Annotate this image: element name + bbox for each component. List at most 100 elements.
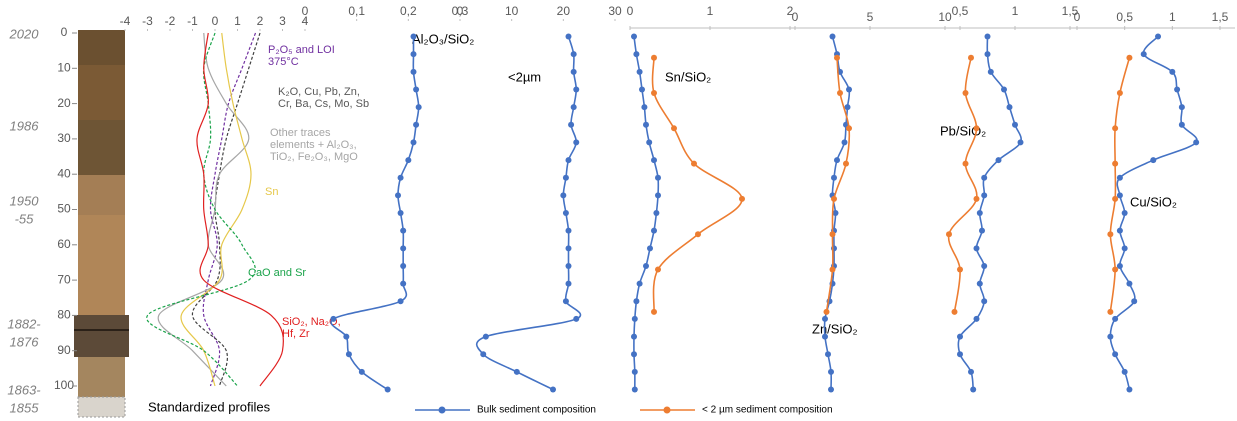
data-point (962, 90, 969, 97)
y-tick-label: 40 (57, 166, 71, 180)
data-point (1112, 125, 1119, 132)
data-point (573, 315, 580, 322)
data-point (1150, 157, 1157, 164)
profile-line (191, 32, 261, 387)
data-point (1006, 104, 1013, 111)
data-point (844, 104, 851, 111)
date-label: 1876 (10, 334, 40, 349)
data-point (829, 231, 836, 238)
date-label: 2020 (9, 26, 40, 41)
data-point (405, 157, 412, 164)
data-point (1116, 192, 1123, 199)
x-tick-label: 1 (707, 4, 714, 18)
data-point (1178, 121, 1185, 128)
data-point (957, 333, 963, 340)
data-point (384, 386, 391, 393)
data-point (822, 315, 828, 322)
x-tick-label: 1,5 (1062, 4, 1079, 18)
data-point (831, 195, 837, 202)
data-point (573, 86, 580, 93)
data-point (565, 227, 572, 234)
data-point (631, 386, 638, 393)
x-tick-label: 2 (257, 14, 264, 28)
data-point (400, 245, 407, 252)
x-tick-label: 0 (627, 4, 634, 18)
data-point (1112, 315, 1119, 322)
data-point (397, 298, 404, 305)
data-point (400, 262, 407, 269)
data-point (1112, 195, 1119, 202)
data-point (981, 298, 988, 305)
data-point (565, 245, 572, 252)
data-point (570, 68, 577, 75)
data-point (822, 333, 828, 340)
data-point (834, 54, 840, 61)
data-point (565, 262, 572, 269)
panel-title: Sn/SiO₂ (665, 69, 711, 84)
data-point (1131, 298, 1138, 305)
data-point (410, 68, 417, 75)
data-point (671, 125, 677, 132)
x-tick-label: 2 (787, 4, 794, 18)
data-point (1112, 160, 1119, 167)
data-point (739, 195, 745, 202)
data-point (831, 174, 837, 181)
panel-title: Pb/SiO₂ (940, 123, 986, 138)
data-point (1174, 86, 1181, 93)
data-point (636, 68, 643, 75)
data-point (829, 33, 836, 40)
data-point (1116, 174, 1123, 181)
data-point (565, 280, 572, 287)
x-tick-label: 0 (212, 14, 219, 28)
data-point (415, 104, 422, 111)
data-point (1155, 33, 1162, 40)
data-point (957, 266, 963, 273)
data-point (633, 51, 640, 58)
data-point (651, 90, 657, 97)
annotation: CaO and Sr (248, 267, 306, 279)
annotation: Other traces (270, 127, 331, 139)
data-point (655, 192, 661, 199)
panel-title: Cu/SiO₂ (1130, 194, 1177, 209)
y-tick-label: 70 (57, 272, 71, 286)
data-point (397, 174, 404, 181)
data-point (834, 157, 840, 164)
data-point (343, 333, 350, 340)
data-point (643, 262, 649, 269)
data-point (837, 90, 843, 97)
data-point (1140, 51, 1147, 58)
data-point (631, 333, 637, 340)
data-point (828, 368, 834, 375)
data-point (633, 298, 640, 305)
lithology-column (74, 30, 129, 418)
data-point (979, 227, 985, 234)
data-point (1121, 245, 1128, 252)
x-tick-label: 0,2 (400, 4, 417, 18)
profile-line (196, 32, 284, 387)
data-point (655, 174, 661, 181)
y-tick-label: 60 (57, 237, 71, 251)
y-tick-label: 0 (61, 25, 68, 39)
data-point (962, 160, 969, 167)
panel-title: Al₂O₃/SiO₂ (412, 31, 474, 46)
profile-line (947, 57, 978, 312)
profile-line (202, 32, 257, 387)
data-point (987, 68, 994, 75)
x-tick-label: -2 (165, 14, 176, 28)
data-point (970, 386, 977, 393)
data-point (651, 157, 657, 164)
data-point (995, 157, 1002, 164)
data-point (643, 121, 649, 128)
data-point (1116, 227, 1123, 234)
data-point (647, 245, 653, 252)
data-point (1012, 121, 1018, 128)
profile-line (825, 57, 851, 312)
data-point (1121, 210, 1128, 217)
data-point (976, 210, 983, 217)
date-label: 1863- (7, 382, 41, 397)
data-point (1107, 333, 1114, 340)
data-point (570, 104, 577, 111)
date-label: 1950 (10, 193, 40, 208)
data-point (973, 315, 980, 322)
